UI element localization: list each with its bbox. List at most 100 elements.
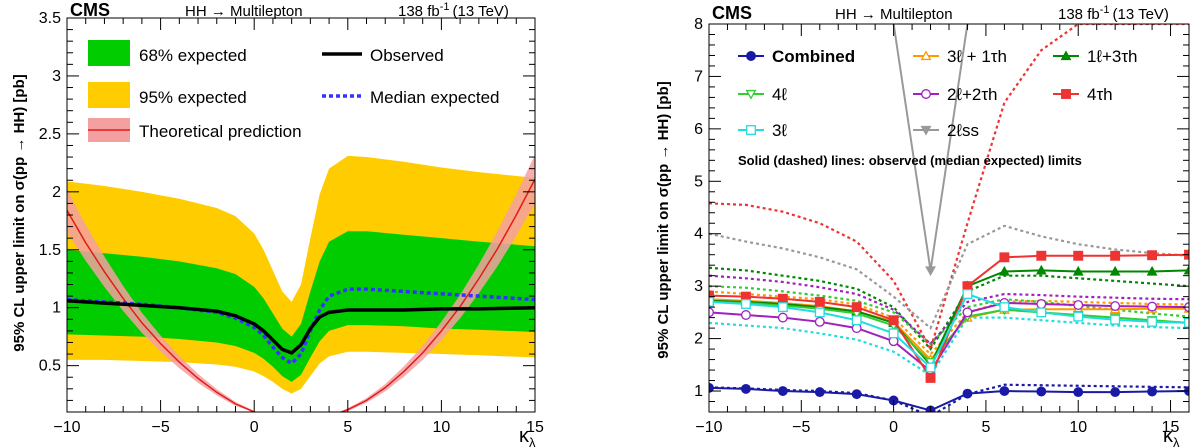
legend-label-68: 68% expected bbox=[139, 46, 247, 65]
left-cms-label: CMS bbox=[70, 0, 110, 20]
data-point-series-0 bbox=[851, 389, 862, 400]
data-point-series-5 bbox=[1110, 250, 1121, 261]
observed-line-series-2 bbox=[709, 269, 1189, 367]
left-x-axis-title: κλ bbox=[519, 425, 536, 448]
data-point-series-6 bbox=[999, 302, 1010, 313]
y-tick-label: 8 bbox=[694, 16, 703, 33]
right-axes: −10 −5 0 5 10 15 1 2 3 4 5 6 7 8 bbox=[694, 16, 1190, 436]
legend-marker-series-3 bbox=[745, 89, 757, 100]
data-point-series-4 bbox=[1110, 301, 1121, 312]
data-point-series-4 bbox=[1073, 300, 1084, 310]
right-cms-label: CMS bbox=[712, 3, 752, 23]
data-point-series-5 bbox=[925, 372, 936, 383]
data-point-series-5 bbox=[1073, 250, 1084, 261]
right-y-axis-title: 95% CL upper limit on σ(pp → HH) [pb] bbox=[655, 81, 672, 358]
x-tick-label: −5 bbox=[151, 419, 169, 436]
legend-swatch-95 bbox=[88, 82, 130, 108]
data-point-series-5 bbox=[814, 296, 825, 307]
legend-marker-series-6 bbox=[746, 125, 756, 135]
legend-label-theory: Theoretical prediction bbox=[139, 122, 302, 141]
data-point-series-6 bbox=[777, 302, 788, 313]
data-point-series-6 bbox=[1073, 311, 1084, 322]
data-point-series-5 bbox=[851, 302, 862, 313]
data-point-series-2 bbox=[1183, 264, 1189, 275]
data-point-series-7 bbox=[925, 266, 936, 277]
legend-label-series-6: 3ℓ bbox=[772, 121, 787, 140]
y-tick-label: 1 bbox=[694, 383, 703, 400]
right-x-axis-title: κλ bbox=[1163, 425, 1180, 448]
left-x-axis-lambda: λ bbox=[529, 435, 536, 448]
right-lumi-value: 138 fb bbox=[1058, 6, 1100, 23]
x-tick-label: 15 bbox=[526, 419, 544, 436]
y-tick-label: 3 bbox=[52, 68, 61, 85]
data-point-series-4 bbox=[1036, 299, 1047, 309]
x-tick-label: 0 bbox=[889, 419, 898, 436]
observed-line-series-6 bbox=[709, 292, 1189, 370]
expected-line-series-2 bbox=[709, 266, 1189, 351]
left-limit-plot: −10 −5 0 5 10 15 0.5 1 1.5 2 2.5 3 3.5 CMS HH → Mult… bbox=[11, 0, 544, 448]
data-point-series-0 bbox=[1036, 386, 1047, 397]
y-tick-label: 2 bbox=[52, 184, 61, 201]
data-point-series-2 bbox=[1146, 265, 1158, 276]
y-tick-label: 0.5 bbox=[39, 358, 61, 375]
data-point-series-6 bbox=[1036, 307, 1047, 318]
legend-label-series-5: 4τh bbox=[1087, 85, 1113, 104]
data-point-series-6 bbox=[962, 289, 973, 299]
theory-line bbox=[67, 178, 535, 412]
observed-line-series-0 bbox=[709, 386, 1189, 412]
data-point-series-5 bbox=[777, 293, 788, 304]
observed-line bbox=[67, 299, 535, 355]
data-point-series-4 bbox=[814, 316, 825, 327]
x-tick-label: 5 bbox=[981, 419, 990, 436]
expected-line-series-4 bbox=[709, 274, 1189, 346]
legend-label-observed: Observed bbox=[370, 46, 444, 65]
x-tick-label: −10 bbox=[695, 419, 722, 436]
left-legend: 68% expected 95% expected Theoretical pr… bbox=[88, 40, 499, 142]
legend-label-series-2: 1ℓ+3τh bbox=[1087, 47, 1138, 66]
data-point-series-6 bbox=[1110, 314, 1121, 325]
observed-line-series-4 bbox=[709, 301, 1189, 373]
legend-marker-series-7 bbox=[920, 125, 932, 136]
expected-line-series-0 bbox=[709, 383, 1189, 412]
x-tick-label: 0 bbox=[250, 419, 259, 436]
data-point-series-0 bbox=[740, 383, 751, 394]
legend-label-series-0: Combined bbox=[772, 47, 855, 66]
y-tick-label: 4 bbox=[694, 226, 703, 243]
expected-line-series-1 bbox=[709, 290, 1189, 356]
y-tick-label: 2.5 bbox=[39, 126, 61, 143]
legend-marker-series-1 bbox=[920, 50, 932, 61]
left-plot-area bbox=[67, 154, 535, 412]
left-process-label: HH → Multilepton bbox=[185, 3, 303, 20]
y-tick-label: 6 bbox=[694, 121, 703, 138]
right-plot-area bbox=[709, 24, 1189, 412]
data-point-series-6 bbox=[851, 315, 862, 326]
left-y-axis-title: 95% CL upper limit on σ(pp → HH) [pb] bbox=[11, 74, 28, 351]
expected-line-series-7 bbox=[709, 224, 1189, 330]
legend-label-series-7: 2ℓss bbox=[947, 121, 979, 140]
data-point-series-6 bbox=[1147, 316, 1158, 327]
legend-marker-series-2 bbox=[1060, 50, 1072, 61]
data-point-series-5 bbox=[1036, 250, 1047, 261]
data-point-series-0 bbox=[1110, 387, 1121, 398]
right-energy: (13 TeV) bbox=[1113, 6, 1169, 23]
data-point-series-4 bbox=[777, 312, 788, 323]
data-point-series-0 bbox=[962, 388, 973, 399]
x-tick-label: 5 bbox=[343, 419, 352, 436]
legend-marker-series-5 bbox=[1061, 89, 1071, 99]
data-point-series-5 bbox=[888, 315, 899, 326]
x-tick-label: 10 bbox=[433, 419, 451, 436]
left-x-axis-kappa: κ bbox=[519, 425, 530, 447]
y-tick-label: 1 bbox=[52, 300, 61, 317]
data-point-series-0 bbox=[1073, 387, 1084, 398]
y-tick-label: 5 bbox=[694, 173, 703, 190]
left-lumi-label: 138 fb-1 (13 TeV) bbox=[398, 1, 509, 20]
right-lumi-label: 138 fb-1 (13 TeV) bbox=[1058, 4, 1169, 23]
x-tick-label: −5 bbox=[792, 419, 810, 436]
data-point-series-2 bbox=[1035, 264, 1047, 275]
left-energy: (13 TeV) bbox=[453, 3, 509, 20]
right-process-label: HH → Multilepton bbox=[835, 6, 953, 23]
data-point-series-6 bbox=[925, 362, 936, 373]
expected-line-series-3 bbox=[709, 285, 1189, 346]
data-point-series-5 bbox=[999, 252, 1010, 263]
